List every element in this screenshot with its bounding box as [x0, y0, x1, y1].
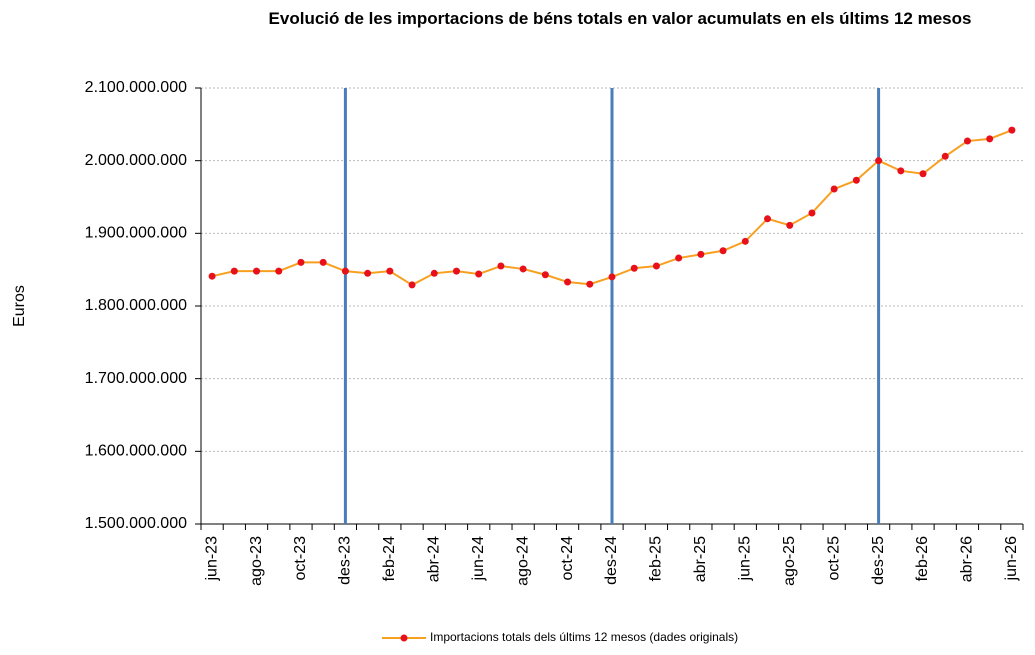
- y-tick-label: 1.500.000.000: [85, 515, 187, 532]
- x-tick-label: ago-24: [514, 536, 531, 586]
- legend-label: Importacions totals dels últims 12 mesos…: [430, 630, 738, 644]
- x-tick-label: feb-26: [914, 536, 931, 581]
- legend-marker: [400, 634, 408, 642]
- y-tick-label: 2.000.000.000: [85, 152, 187, 169]
- point: [452, 267, 460, 275]
- point: [230, 267, 238, 275]
- point: [875, 157, 883, 165]
- point: [941, 152, 949, 160]
- chart-title: Evolució de les importacions de béns tot…: [268, 9, 972, 28]
- point: [697, 250, 705, 258]
- y-tick-label: 1.800.000.000: [85, 297, 187, 314]
- point: [497, 262, 505, 270]
- x-tick-label: jun-26: [1003, 536, 1020, 582]
- x-tick-label: jun-25: [737, 536, 754, 582]
- x-tick-label: abr-26: [959, 536, 976, 582]
- x-tick-label: oct-24: [559, 536, 576, 581]
- point: [408, 281, 416, 289]
- point: [275, 267, 283, 275]
- point: [764, 215, 772, 223]
- point: [897, 167, 905, 175]
- point: [319, 258, 327, 266]
- x-tick-label: abr-24: [425, 536, 442, 582]
- y-tick-label: 2.100.000.000: [85, 79, 187, 96]
- x-tick-label: des-25: [870, 536, 887, 585]
- point: [386, 267, 394, 275]
- point: [475, 270, 483, 278]
- x-tick-label: des-23: [337, 536, 354, 585]
- x-tick-label: ago-25: [781, 536, 798, 586]
- point: [652, 262, 660, 270]
- y-axis-label: Euros: [11, 285, 28, 327]
- x-tick-label: oct-23: [292, 536, 309, 581]
- point: [430, 269, 438, 277]
- point: [630, 264, 638, 272]
- point: [341, 267, 349, 275]
- x-tick-label: des-24: [603, 536, 620, 585]
- point: [253, 267, 261, 275]
- x-tick-label: oct-25: [825, 536, 842, 581]
- point: [963, 137, 971, 145]
- point: [1008, 126, 1016, 134]
- point: [786, 221, 794, 229]
- point: [541, 271, 549, 279]
- point: [208, 272, 216, 280]
- x-tick-label: jun-23: [203, 536, 220, 582]
- point: [741, 237, 749, 245]
- x-tick-label: feb-25: [648, 536, 665, 581]
- point: [564, 278, 572, 286]
- y-tick-label: 1.900.000.000: [85, 225, 187, 242]
- x-tick-label: jun-24: [470, 536, 487, 582]
- x-tick-label: abr-25: [692, 536, 709, 582]
- point: [719, 247, 727, 255]
- point: [586, 280, 594, 288]
- point: [297, 258, 305, 266]
- point: [830, 185, 838, 193]
- point: [608, 273, 616, 281]
- point: [919, 170, 927, 178]
- point: [675, 254, 683, 262]
- point: [986, 135, 994, 143]
- x-tick-label: ago-23: [248, 536, 265, 586]
- point: [364, 269, 372, 277]
- y-tick-label: 1.700.000.000: [85, 370, 187, 387]
- point: [852, 176, 860, 184]
- point: [808, 209, 816, 217]
- point: [519, 265, 527, 273]
- y-tick-label: 1.600.000.000: [85, 443, 187, 460]
- x-tick-label: feb-24: [381, 536, 398, 581]
